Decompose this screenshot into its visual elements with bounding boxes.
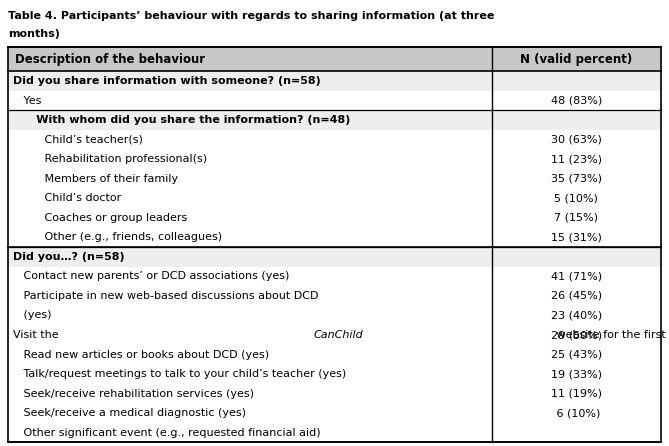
Text: N (valid percent): N (valid percent) <box>520 53 632 66</box>
Text: Seek/receive rehabilitation services (yes): Seek/receive rehabilitation services (ye… <box>13 388 254 399</box>
Text: 25 (43%): 25 (43%) <box>551 350 602 359</box>
Text: 11 (23%): 11 (23%) <box>551 154 602 164</box>
Text: website for the first time (yes): website for the first time (yes) <box>553 330 669 340</box>
Bar <box>8 247 661 267</box>
Text: 29 (50%): 29 (50%) <box>551 330 602 340</box>
Text: 23 (40%): 23 (40%) <box>551 310 602 321</box>
Text: 5 (10%): 5 (10%) <box>555 193 598 203</box>
Text: Seek/receive a medical diagnostic (yes): Seek/receive a medical diagnostic (yes) <box>13 408 246 418</box>
Text: Child’s teacher(s): Child’s teacher(s) <box>13 135 143 145</box>
Text: (yes): (yes) <box>13 310 52 321</box>
Text: Participate in new web-based discussions about DCD: Participate in new web-based discussions… <box>13 291 319 301</box>
Text: CanChild: CanChild <box>313 330 363 340</box>
Text: With whom did you share the information? (n=48): With whom did you share the information?… <box>13 115 351 125</box>
Text: Yes: Yes <box>13 95 41 106</box>
Text: 30 (63%): 30 (63%) <box>551 135 602 145</box>
Text: 35 (73%): 35 (73%) <box>551 174 602 184</box>
Text: 41 (71%): 41 (71%) <box>551 272 602 281</box>
Text: Contact new parents’ or DCD associations (yes): Contact new parents’ or DCD associations… <box>13 272 290 281</box>
Text: Members of their family: Members of their family <box>13 174 179 184</box>
Text: Table 4. Participants’ behaviour with regards to sharing information (at three: Table 4. Participants’ behaviour with re… <box>8 11 494 21</box>
Bar <box>8 47 661 71</box>
Text: 15 (31%): 15 (31%) <box>551 232 602 242</box>
Text: Child’s doctor: Child’s doctor <box>13 193 122 203</box>
Text: Read new articles or books about DCD (yes): Read new articles or books about DCD (ye… <box>13 350 270 359</box>
Text: Visit the: Visit the <box>13 330 62 340</box>
Text: Rehabilitation professional(s): Rehabilitation professional(s) <box>13 154 207 164</box>
Text: 26 (45%): 26 (45%) <box>551 291 602 301</box>
Text: Talk/request meetings to talk to your child’s teacher (yes): Talk/request meetings to talk to your ch… <box>13 369 347 379</box>
Text: Description of the behaviour: Description of the behaviour <box>15 53 205 66</box>
Text: Did you share information with someone? (n=58): Did you share information with someone? … <box>13 76 321 86</box>
Text: 48 (83%): 48 (83%) <box>551 95 602 106</box>
Text: Other (e.g., friends, colleagues): Other (e.g., friends, colleagues) <box>13 232 223 242</box>
Text: Coaches or group leaders: Coaches or group leaders <box>13 213 187 223</box>
Text: months): months) <box>8 29 60 39</box>
Text: Did you…? (n=58): Did you…? (n=58) <box>13 252 125 262</box>
Text: 7 (15%): 7 (15%) <box>555 213 598 223</box>
Text: 19 (33%): 19 (33%) <box>551 369 602 379</box>
Text: 6 (10%): 6 (10%) <box>553 408 600 418</box>
Bar <box>8 111 661 130</box>
Bar <box>8 71 661 91</box>
Text: Other significant event (e.g., requested financial aid): Other significant event (e.g., requested… <box>13 428 321 438</box>
Text: 11 (19%): 11 (19%) <box>551 388 602 399</box>
